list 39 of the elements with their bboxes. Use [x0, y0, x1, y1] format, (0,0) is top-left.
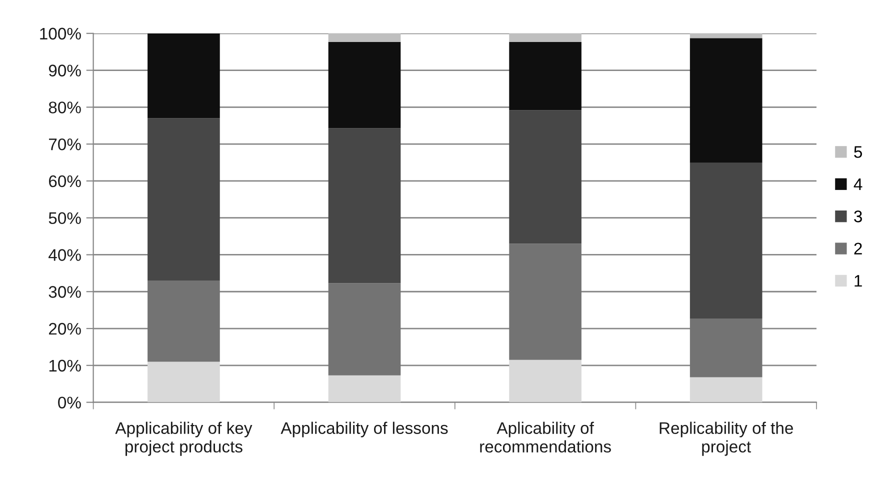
x-tick-label: Applicability of lessons	[280, 422, 448, 438]
bar	[148, 280, 220, 362]
bar	[328, 128, 401, 284]
y-tick-label: 10%	[49, 360, 81, 372]
y-tick-label: 0%	[58, 396, 81, 409]
bar	[328, 33, 401, 42]
y-tick-label: 20%	[48, 322, 81, 335]
legend-label: 2	[854, 242, 862, 254]
y-tick-label: 40%	[48, 249, 81, 261]
y-tick-label: 60%	[48, 175, 81, 188]
x-tick-label: Replicability of the project	[660, 422, 793, 456]
bar	[148, 118, 220, 281]
bar	[328, 375, 401, 402]
bar	[690, 33, 762, 38]
y-tick-label: 100%	[40, 28, 81, 40]
legend-label: 3	[854, 210, 862, 222]
y-tick-label: 70%	[49, 138, 81, 150]
bar	[690, 377, 762, 402]
bar	[509, 360, 582, 402]
bar	[509, 244, 582, 360]
bar	[328, 42, 401, 128]
y-tick-label: 80%	[48, 102, 81, 114]
bar	[509, 42, 582, 110]
legend-label: 1	[854, 275, 862, 287]
bar	[690, 318, 762, 378]
y-tick-label: 50%	[48, 212, 81, 224]
bar	[328, 283, 401, 376]
bar	[690, 38, 762, 163]
bar	[148, 33, 220, 118]
y-tick-label: 90%	[48, 64, 81, 76]
legend-label: 4	[854, 178, 862, 190]
bar	[509, 33, 582, 42]
bar	[509, 110, 582, 244]
bar	[148, 362, 220, 402]
bar	[690, 162, 762, 319]
x-tick-label: Aplicability of recommendations	[480, 422, 611, 453]
y-tick-label: 30%	[48, 286, 81, 298]
legend-label: 5	[854, 146, 862, 158]
x-tick-label: Applicability of key project products	[115, 422, 252, 456]
